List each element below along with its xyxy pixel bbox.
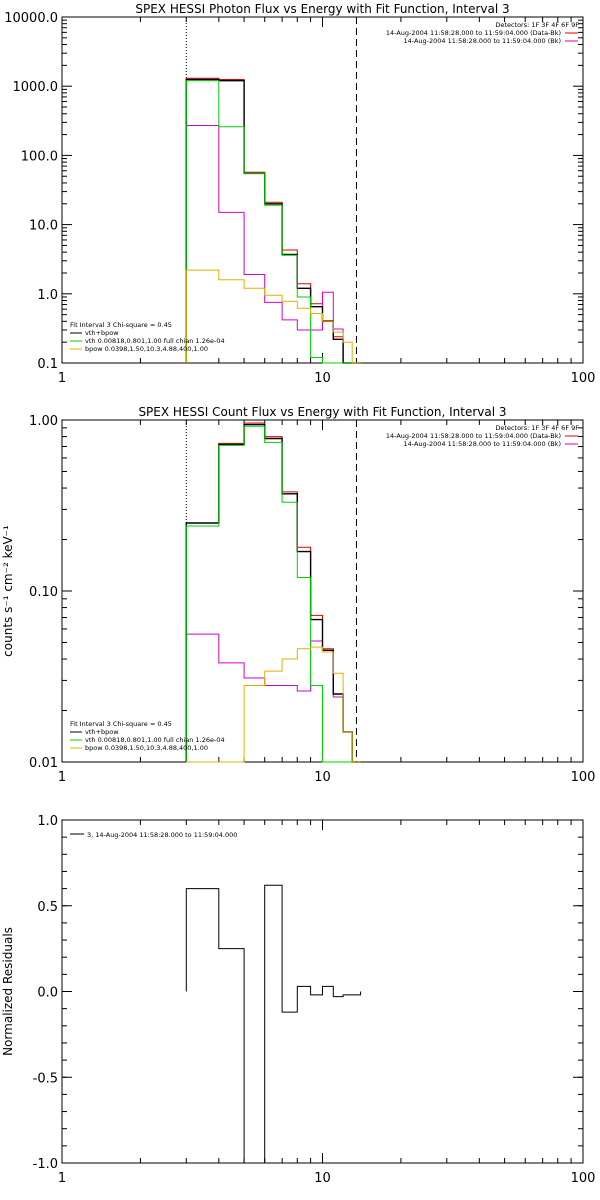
legend-bottom-line: Fit Interval 3 Chi-square = 0.45 xyxy=(70,321,172,329)
series-vth-bpow xyxy=(185,423,361,763)
x-tick-label: 10 xyxy=(314,371,331,386)
y-tick-label: 10000.0 xyxy=(4,11,58,26)
x-tick-label: 1 xyxy=(58,371,66,386)
series-residuals xyxy=(185,884,362,1164)
series-bpow xyxy=(186,646,361,763)
y-tick-label: 1000.0 xyxy=(13,80,59,95)
legend-top-line: 14-Aug-2004 11:58:28.000 to 11:59:04.000… xyxy=(386,29,561,37)
chart-title: SPEX HESSI Count Flux vs Energy with Fit… xyxy=(138,405,506,419)
series-data-bk xyxy=(185,422,361,763)
legend-bottom-line: vth+bpow xyxy=(85,329,119,337)
series-bk xyxy=(185,125,361,364)
series-vth-bpow xyxy=(185,78,361,364)
legend-top-line: 14-Aug-2004 11:58:28.000 to 11:59:04.000… xyxy=(404,440,561,448)
y-tick-label: -0.5 xyxy=(33,1071,58,1086)
y-tick-label: 1.0 xyxy=(37,288,58,303)
x-tick-label: 100 xyxy=(571,1171,596,1186)
chart-panel-2: SPEX HESSI Count Flux vs Energy with Fit… xyxy=(1,405,595,785)
y-tick-label: -1.0 xyxy=(33,1157,58,1172)
y-axis-label: counts s⁻¹ cm⁻² keV⁻¹ xyxy=(1,525,15,657)
y-tick-label: 0.1 xyxy=(37,357,58,372)
legend-top-line: 3, 14-Aug-2004 11:58:28.000 to 11:59:04.… xyxy=(87,831,237,839)
y-tick-label: 100.0 xyxy=(21,149,58,164)
legend-top-line: Detectors: 1F 3F 4F 6F 9F xyxy=(495,424,579,432)
x-tick-label: 10 xyxy=(314,1171,331,1186)
chart-panel-3: Normalized Residuals 1 10 100 -1.0 -0.5 0.0 0.5… xyxy=(1,814,595,1186)
legend-bottom-line: Fit Interval 3 Chi-square = 0.45 xyxy=(70,720,172,728)
x-tick-label: 100 xyxy=(571,371,596,386)
x-tick-label: 10 xyxy=(314,770,331,785)
legend-top-line: 14-Aug-2004 11:58:28.000 to 11:59:04.000… xyxy=(404,37,561,45)
y-tick-label: 0.10 xyxy=(29,585,58,600)
y-tick-label: 0.01 xyxy=(29,756,58,771)
series-data-bk xyxy=(185,77,361,364)
series-bpow xyxy=(185,269,361,364)
x-tick-label: 100 xyxy=(571,770,596,785)
series-vth xyxy=(185,80,361,364)
legend-bottom-line: vth+bpow xyxy=(85,728,119,736)
legend-bottom-line: vth 0.00818,0.801,1.00 full chian 1.26e-… xyxy=(85,337,225,345)
y-tick-label: 0.5 xyxy=(37,900,58,915)
x-tick-label: 1 xyxy=(58,770,66,785)
chart-title: SPEX HESSI Photon Flux vs Energy with Fi… xyxy=(135,2,509,16)
series-vth xyxy=(185,425,361,763)
chart-panel-1: SPEX HESSI Photon Flux vs Energy with Fi… xyxy=(4,2,595,386)
legend-bottom-line: vth 0.00818,0.801,1.00 full chian 1.26e-… xyxy=(85,736,225,744)
y-tick-label: 10.0 xyxy=(29,219,58,234)
legend-bottom-line: bpow 0.0398,1.50,10.3,4.88,400,1.00 xyxy=(85,744,208,752)
legend-top-line: 14-Aug-2004 11:58:28.000 to 11:59:04.000… xyxy=(386,432,561,440)
legend-top-line: Detectors: 1F 3F 4F 6F 9F xyxy=(495,21,579,29)
x-tick-label: 1 xyxy=(58,1171,66,1186)
y-tick-label: 0.0 xyxy=(37,986,58,1001)
y-tick-label: 1.0 xyxy=(37,814,58,829)
y-tick-label: 1.00 xyxy=(29,414,58,429)
legend-bottom-line: bpow 0.0398,1.50,10.3,4.88,400,1.00 xyxy=(85,345,208,353)
y-axis-label: Normalized Residuals xyxy=(1,927,15,1056)
